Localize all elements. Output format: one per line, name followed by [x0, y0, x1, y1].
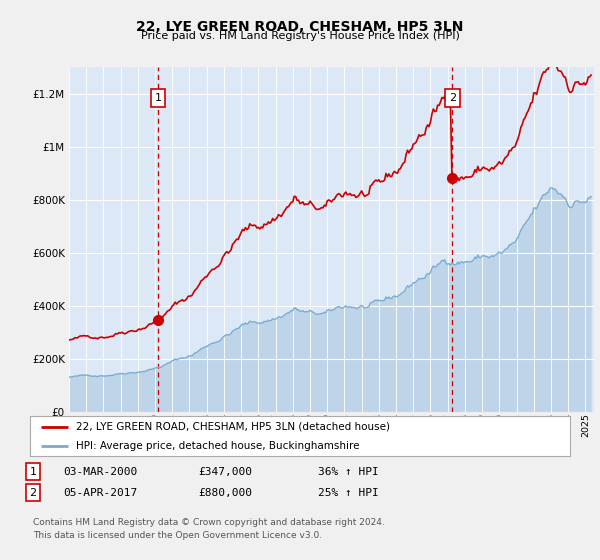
Text: 2: 2	[449, 92, 456, 102]
Text: 22, LYE GREEN ROAD, CHESHAM, HP5 3LN (detached house): 22, LYE GREEN ROAD, CHESHAM, HP5 3LN (de…	[76, 422, 390, 432]
Text: Contains HM Land Registry data © Crown copyright and database right 2024.
This d: Contains HM Land Registry data © Crown c…	[33, 519, 385, 540]
Text: HPI: Average price, detached house, Buckinghamshire: HPI: Average price, detached house, Buck…	[76, 441, 359, 450]
Text: £880,000: £880,000	[198, 488, 252, 498]
Text: Price paid vs. HM Land Registry's House Price Index (HPI): Price paid vs. HM Land Registry's House …	[140, 31, 460, 41]
Text: 05-APR-2017: 05-APR-2017	[63, 488, 137, 498]
Text: £347,000: £347,000	[198, 466, 252, 477]
Text: 22, LYE GREEN ROAD, CHESHAM, HP5 3LN: 22, LYE GREEN ROAD, CHESHAM, HP5 3LN	[136, 20, 464, 34]
Text: 1: 1	[29, 466, 37, 477]
Text: 25% ↑ HPI: 25% ↑ HPI	[318, 488, 379, 498]
Text: 2: 2	[29, 488, 37, 498]
Text: 1: 1	[154, 92, 161, 102]
Text: 03-MAR-2000: 03-MAR-2000	[63, 466, 137, 477]
Text: 36% ↑ HPI: 36% ↑ HPI	[318, 466, 379, 477]
